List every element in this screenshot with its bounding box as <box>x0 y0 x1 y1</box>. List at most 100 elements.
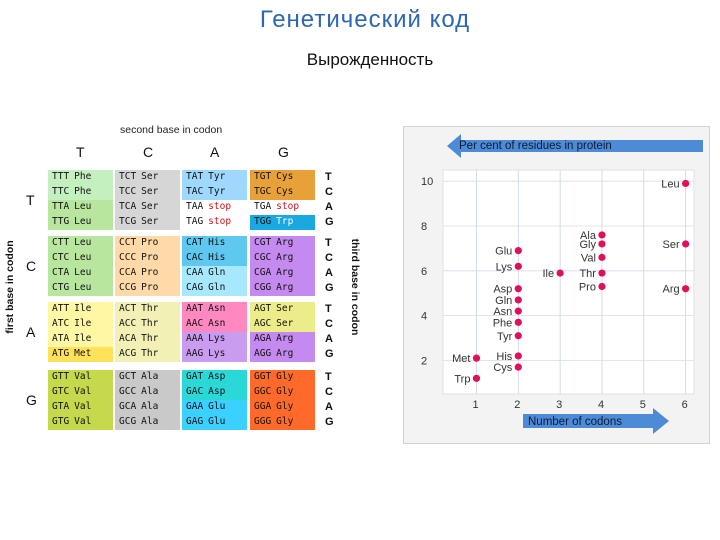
codon-cell: AAA Lys <box>182 332 247 347</box>
codon-cell: TTG Leu <box>48 215 113 230</box>
codon-text: TTC <box>52 186 70 197</box>
amino-acid-text: stop <box>208 201 232 212</box>
data-point <box>598 231 606 239</box>
codon-cell: GGA Gly <box>250 400 315 415</box>
codon-text: TCA <box>119 201 137 212</box>
amino-acid-text: Pro <box>141 237 159 248</box>
amino-acid-text: Pro <box>141 267 159 278</box>
point-label: Leu <box>661 178 679 190</box>
y-tick-label: 4 <box>421 311 427 323</box>
codon-cell: GAA Glu <box>182 400 247 415</box>
amino-acid-text: Leu <box>74 267 92 278</box>
amino-acid-text: Gln <box>208 282 226 293</box>
data-point <box>556 269 564 277</box>
data-point <box>514 307 522 315</box>
codon-cell: AGT Ser <box>250 302 315 317</box>
codon-text: TCC <box>119 186 137 197</box>
codon-text: AGC <box>254 318 272 329</box>
amino-acid-text: Leu <box>74 237 92 248</box>
amino-acid-text: Tyr <box>208 171 226 182</box>
codon-cell: TAT Tyr <box>182 170 247 185</box>
third-base-letter: T <box>325 303 332 315</box>
codon-text: CAT <box>186 237 204 248</box>
data-point <box>682 285 690 293</box>
codon-text: TCG <box>119 216 137 227</box>
codon-cell: GTA Val <box>48 400 113 415</box>
codon-cell: TAA stop <box>182 200 247 215</box>
codon-cell: AGA Arg <box>250 332 315 347</box>
third-base-letter: A <box>325 201 333 213</box>
data-point <box>682 240 690 248</box>
codon-text: AAC <box>186 318 204 329</box>
x-tick-label: 6 <box>682 399 688 411</box>
data-point <box>472 354 481 362</box>
amino-acid-text: Phe <box>74 186 92 197</box>
codon-text: GGG <box>254 416 272 427</box>
first-base-letter: G <box>26 392 37 408</box>
amino-acid-text: Ala <box>141 386 159 397</box>
codon-text: TAG <box>186 216 204 227</box>
amino-acid-text: Tyr <box>208 186 226 197</box>
amino-acid-text: Gly <box>276 371 294 382</box>
first-base-letter: T <box>26 192 35 208</box>
amino-acid-text: Val <box>74 416 92 427</box>
amino-acid-text: Met <box>74 348 92 359</box>
third-base-letter: A <box>325 333 333 345</box>
amino-acid-text: Arg <box>276 267 294 278</box>
codon-cell: GGG Gly <box>250 415 315 430</box>
codon-cell: CTA Leu <box>48 266 113 281</box>
amino-acid-text: Thr <box>141 303 159 314</box>
amino-acid-text: Cys <box>276 186 294 197</box>
codon-text: CCT <box>119 237 137 248</box>
codon-text: GTT <box>52 371 70 382</box>
codon-text: ACT <box>119 303 137 314</box>
codon-cell: TGG Trp <box>250 215 315 230</box>
codon-text: CCG <box>119 282 137 293</box>
data-point <box>598 240 606 248</box>
codon-text: ACA <box>119 333 137 344</box>
codon-text: GCA <box>119 401 137 412</box>
page-title: Генетический код <box>259 6 471 33</box>
third-base-letter: G <box>325 348 334 360</box>
codon-text: CGA <box>254 267 272 278</box>
codon-cell: AAT Asn <box>182 302 247 317</box>
amino-acid-text: Arg <box>276 252 294 263</box>
codon-text: AAT <box>186 303 204 314</box>
first-base-letter: A <box>26 324 36 340</box>
codon-cell: AAC Asn <box>182 317 247 332</box>
point-label: Met <box>452 353 470 365</box>
point-label: Arg <box>663 284 680 296</box>
point-label: Tyr <box>497 331 513 343</box>
codon-text: GGA <box>254 401 272 412</box>
amino-acid-text: Ser <box>141 216 159 227</box>
data-point <box>682 179 690 188</box>
point-label: Glu <box>495 246 512 258</box>
amino-acid-text: Ile <box>74 333 92 344</box>
codon-cell: CAG Gln <box>182 281 247 296</box>
codon-text: CTT <box>52 237 70 248</box>
codon-text: AAA <box>186 333 204 344</box>
codon-text: TGT <box>254 171 272 182</box>
point-label: Lys <box>496 261 513 273</box>
codon-text: AAG <box>186 348 204 359</box>
codon-cell: CCA Pro <box>115 266 180 281</box>
amino-acid-text: Arg <box>276 348 294 359</box>
codon-text: TTA <box>52 201 70 212</box>
codon-text: GCG <box>119 416 137 427</box>
y-tick-label: 10 <box>421 176 433 188</box>
codon-cell: GAC Asp <box>182 385 247 400</box>
codon-text: TTT <box>52 171 70 182</box>
codon-text: CGC <box>254 252 272 263</box>
codon-cell: GGT Gly <box>250 370 315 385</box>
point-label: Thr <box>579 268 596 280</box>
amino-acid-text: Leu <box>74 216 92 227</box>
amino-acid-text: Ser <box>276 303 294 314</box>
codon-cell: CGA Arg <box>250 266 315 281</box>
data-point <box>514 318 522 326</box>
amino-acid-text: Ser <box>141 171 159 182</box>
codon-cell: TCA Ser <box>115 200 180 215</box>
data-point <box>514 247 522 255</box>
amino-acid-text: Gly <box>276 416 294 427</box>
point-label: Val <box>581 252 596 264</box>
amino-acid-text: Arg <box>276 237 294 248</box>
